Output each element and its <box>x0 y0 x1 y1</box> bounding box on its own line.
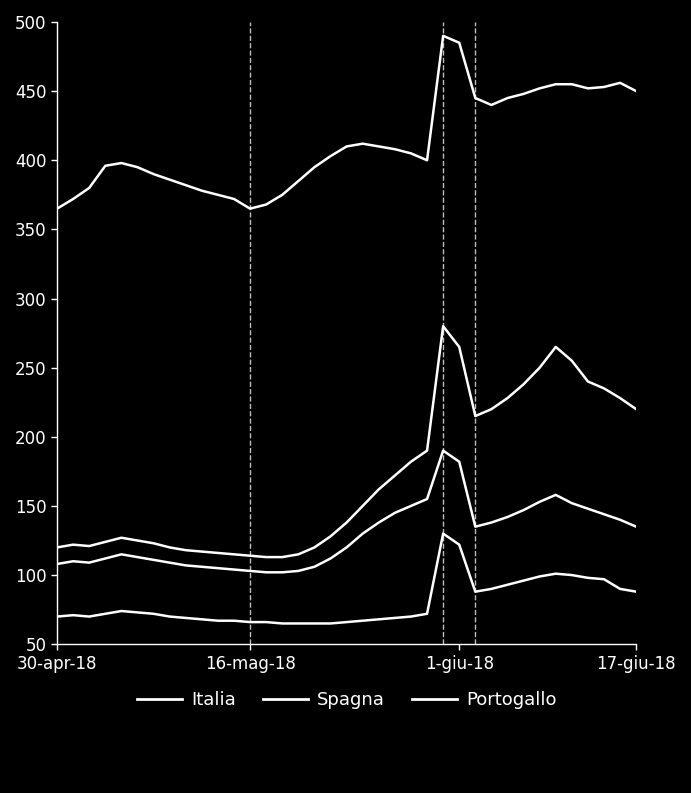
Legend: Italia, Spagna, Portogallo: Italia, Spagna, Portogallo <box>129 684 564 716</box>
